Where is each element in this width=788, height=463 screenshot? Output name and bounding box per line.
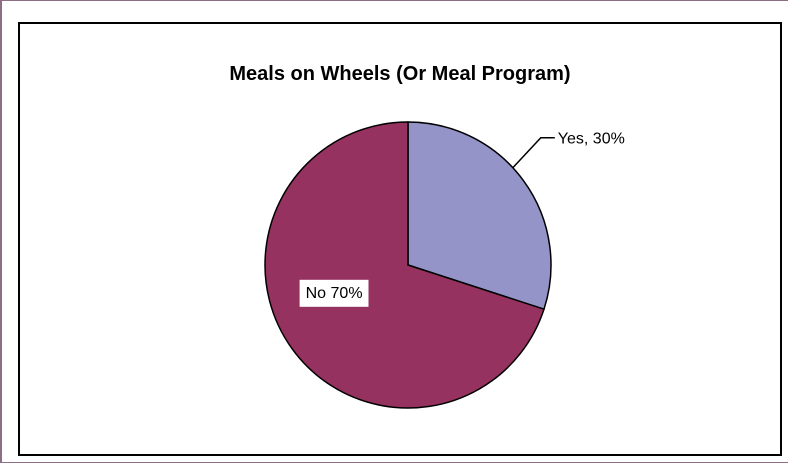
chart-title: Meals on Wheels (Or Meal Program) bbox=[229, 63, 571, 85]
pie-slice-yes bbox=[407, 121, 552, 311]
data-label-no: No 70% bbox=[306, 285, 363, 302]
leader-line-yes bbox=[512, 136, 555, 169]
data-label-yes: Yes, 30% bbox=[558, 131, 625, 148]
data-label-box-no bbox=[299, 279, 369, 307]
pie-slice-no bbox=[264, 121, 545, 409]
